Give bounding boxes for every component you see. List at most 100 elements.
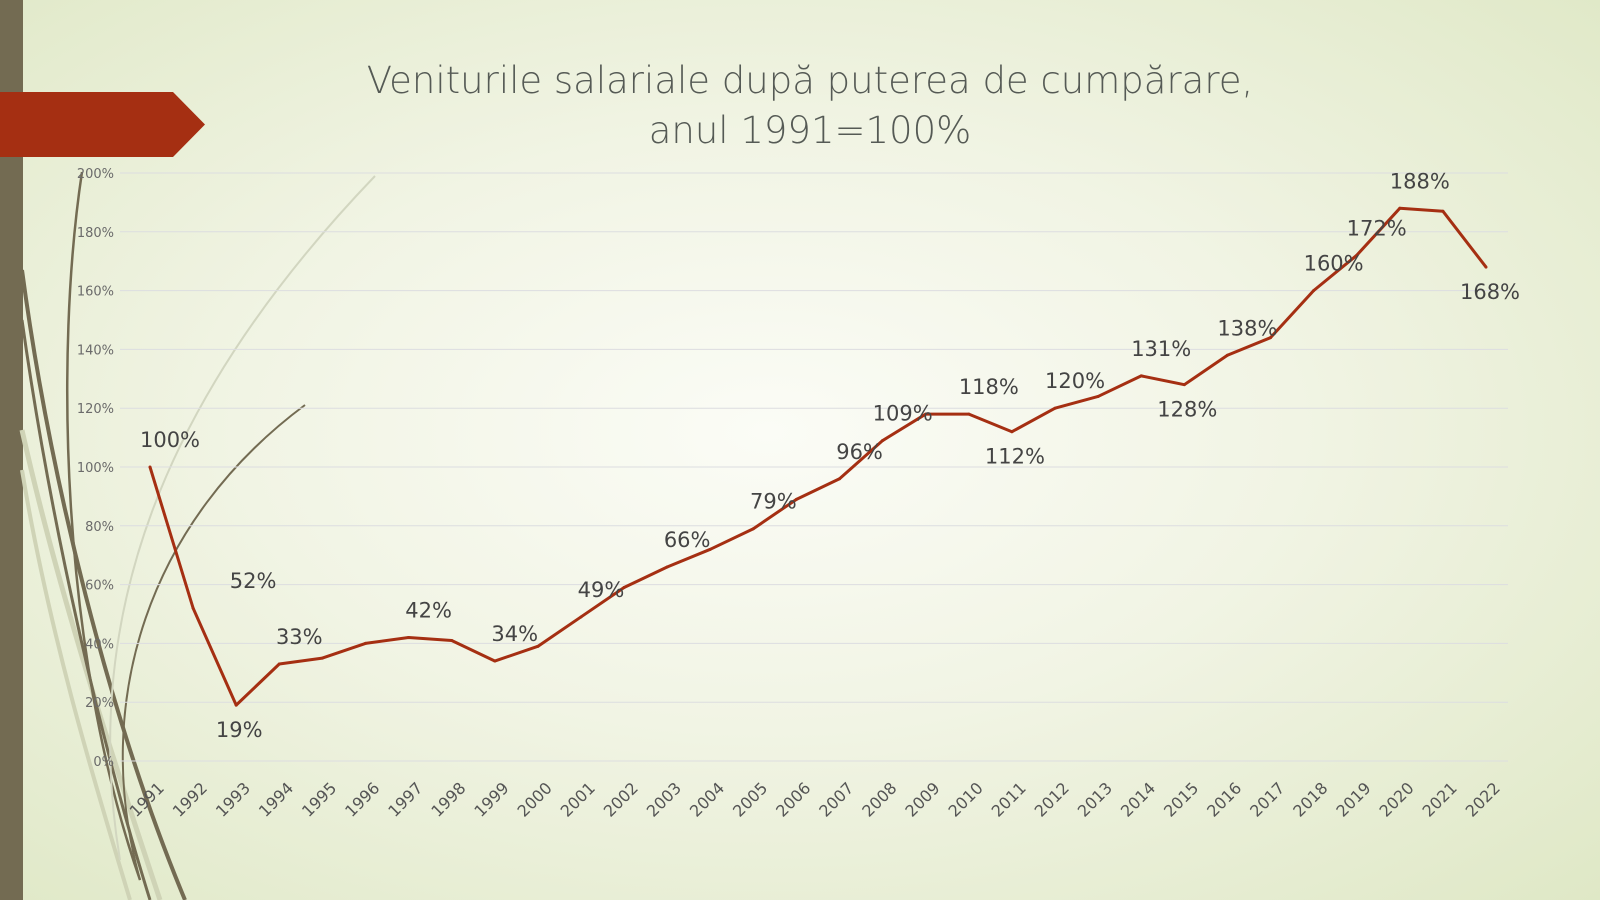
data-point [1182,383,1186,387]
x-tick-label: 1992 [169,778,211,820]
data-point [1010,430,1014,434]
chart-title: Veniturile salariale după puterea de cum… [260,56,1360,156]
slide-sidebar-bar [0,0,23,900]
data-label: 138% [1217,316,1277,340]
y-tick-label: 60% [85,579,114,594]
x-tick-label: 2020 [1375,778,1417,820]
data-label: 42% [405,599,452,623]
data-point [1484,265,1488,269]
x-tick-label: 2002 [600,778,642,820]
data-point [1139,374,1143,378]
x-tick-label: 2022 [1462,778,1504,820]
series-line [148,206,1488,707]
data-label: 128% [1157,398,1217,422]
data-point [1096,394,1100,398]
data-point [277,662,281,666]
data-point [1312,289,1316,293]
x-tick-label: 1998 [427,778,469,820]
data-point [1225,353,1229,357]
y-tick-label: 180% [77,226,114,241]
x-tick-label: 2010 [945,778,987,820]
data-label: 52% [230,569,277,593]
x-tick-label: 2009 [901,778,943,820]
data-label: 19% [216,718,263,742]
data-point [924,412,928,416]
data-point [1441,209,1445,213]
x-tick-label: 2004 [686,778,728,820]
data-label: 79% [750,490,797,514]
data-point [967,412,971,416]
x-tick-label: 2007 [815,778,857,820]
data-point [794,497,798,501]
x-tick-label: 2008 [858,778,900,820]
data-point [320,656,324,660]
chart-title-line-2: anul 1991=100% [648,109,972,152]
x-tick-label: 1994 [255,778,297,820]
data-label: 66% [664,528,711,552]
data-point [1269,336,1273,340]
data-point [363,641,367,645]
data-label: 96% [836,440,883,464]
data-label: 100% [140,428,200,452]
data-point [234,703,238,707]
data-label: 112% [985,445,1045,469]
data-label: 172% [1347,216,1407,240]
data-point [536,644,540,648]
data-label: 160% [1304,252,1364,276]
data-label: 34% [491,622,538,646]
x-tick-label: 2003 [643,778,685,820]
data-point [838,477,842,481]
data-point [450,638,454,642]
data-point [493,659,497,663]
x-tick-label: 1995 [298,778,340,820]
x-tick-label: 2014 [1117,778,1159,820]
data-point [751,527,755,531]
x-tick-label: 2016 [1203,778,1245,820]
x-tick-label: 2018 [1289,778,1331,820]
data-label: 49% [578,578,625,602]
x-tick-label: 2011 [988,778,1030,820]
data-label: 131% [1131,337,1191,361]
data-point [881,439,885,443]
data-point [1053,406,1057,410]
y-tick-label: 120% [77,402,114,417]
x-tick-label: 2001 [557,778,599,820]
data-label: 33% [276,625,323,649]
x-tick-label: 2017 [1246,778,1288,820]
y-tick-label: 100% [77,461,114,476]
data-point [579,615,583,619]
data-label: 109% [873,402,933,426]
data-label: 188% [1390,169,1450,193]
slide-banner-arrow [0,92,205,157]
y-tick-label: 40% [85,637,114,652]
x-tick-label: 1996 [341,778,383,820]
chart-title-line-1: Veniturile salariale după puterea de cum… [366,59,1254,102]
data-point [407,636,411,640]
y-tick-label: 140% [77,343,114,358]
x-tick-label: 2000 [514,778,556,820]
x-tick-label: 2021 [1419,778,1461,820]
x-tick-label: 2012 [1031,778,1073,820]
data-point [191,606,195,610]
data-label: 120% [1045,369,1105,393]
x-tick-label: 2005 [729,778,771,820]
y-tick-label: 80% [85,520,114,535]
x-tick-label: 2013 [1074,778,1116,820]
x-tick-label: 2015 [1160,778,1202,820]
x-tick-label: 2006 [772,778,814,820]
x-tick-label: 2019 [1332,778,1374,820]
x-tick-label: 1997 [384,778,426,820]
data-point [148,465,152,469]
data-label: 168% [1460,280,1520,304]
x-tick-label: 1991 [126,778,168,820]
y-tick-label: 200% [77,167,114,182]
data-point [708,547,712,551]
data-point [622,586,626,590]
x-tick-label: 1999 [470,778,512,820]
y-tick-label: 160% [77,285,114,300]
data-point [1398,206,1402,210]
data-point [665,565,669,569]
x-tick-label: 1993 [212,778,254,820]
